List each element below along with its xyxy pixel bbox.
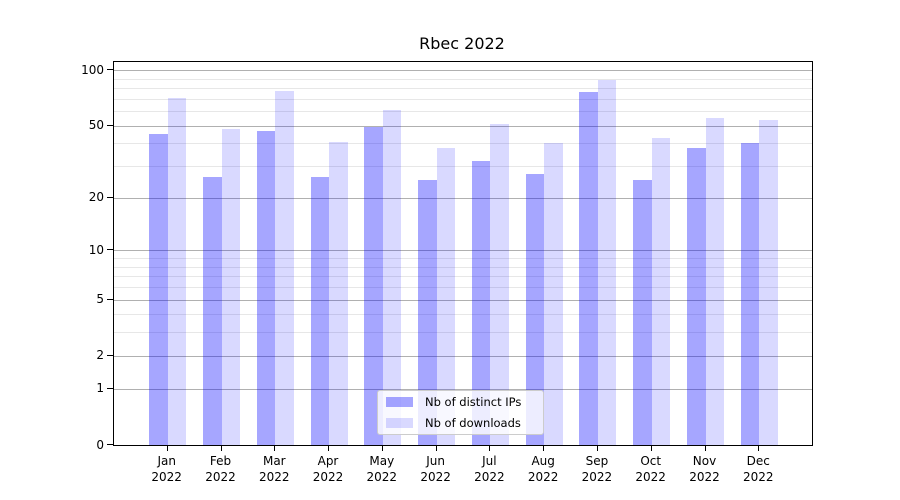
bar-downloads-oct [651, 137, 671, 445]
x-tick-jan [166, 445, 168, 451]
y-tick-20 [107, 196, 113, 198]
x-tick-label-aug: Aug 2022 [527, 454, 559, 484]
x-tick-label-jan: Jan 2022 [151, 454, 182, 484]
bar-downloads-jun [436, 147, 456, 445]
x-tick-label-dec: Dec 2022 [743, 454, 774, 484]
gridline-minor-3 [114, 332, 812, 334]
bar-ips-sep [579, 92, 598, 445]
x-tick-mar [274, 445, 276, 451]
x-tick-may [381, 445, 383, 451]
y-tick-10 [107, 249, 113, 251]
x-tick-nov [704, 445, 706, 451]
legend-label-distinct-ips: Nb of distinct IPs [425, 395, 522, 409]
gridline-major-100 [114, 70, 812, 72]
legend-swatch-distinct-ips [386, 397, 413, 407]
gridline-minor-8 [114, 266, 812, 268]
x-tick-label-sep: Sep 2022 [581, 454, 613, 484]
bar-ips-may [364, 127, 383, 445]
y-tick-label-50: 50 [88, 118, 104, 133]
bar-ips-apr [310, 177, 329, 445]
x-tick-label-oct: Oct 2022 [635, 454, 666, 484]
gridline-minor-4 [114, 314, 812, 316]
bar-downloads-may [382, 109, 402, 445]
gridline-major-1 [114, 388, 812, 390]
x-tick-feb [220, 445, 222, 451]
bar-downloads-jan [167, 97, 187, 445]
bar-downloads-nov [705, 118, 724, 445]
x-tick-label-mar: Mar 2022 [259, 454, 290, 484]
gridline-major-50 [114, 125, 812, 127]
gridline-major-5 [114, 299, 812, 301]
bar-ips-dec [740, 143, 760, 445]
x-tick-label-jul: Jul 2022 [474, 454, 505, 484]
x-tick-jul [489, 445, 491, 451]
bar-ips-jun [418, 180, 437, 445]
gridline-minor-7 [114, 276, 812, 278]
legend: Nb of distinct IPs Nb of downloads [377, 390, 544, 435]
legend-swatch-downloads [386, 418, 413, 428]
bar-downloads-aug [544, 143, 563, 445]
chart-title: Rbec 2022 [419, 34, 505, 53]
y-tick-label-10: 10 [88, 242, 104, 257]
bar-downloads-dec [759, 119, 778, 445]
plot-area [113, 61, 813, 446]
gridline-major-2 [114, 355, 812, 357]
y-tick-label-1: 1 [96, 381, 104, 396]
gridline-minor-6 [114, 287, 812, 288]
y-tick-100 [107, 69, 113, 71]
y-tick-2 [107, 354, 113, 356]
y-tick-label-20: 20 [88, 190, 104, 205]
y-tick-label-100: 100 [81, 62, 104, 77]
gridline-minor-80 [114, 88, 812, 90]
gridline-minor-70 [114, 98, 812, 100]
gridline-minor-60 [114, 111, 812, 113]
x-tick-label-jun: Jun 2022 [420, 454, 451, 484]
bar-ips-jan [149, 134, 168, 445]
y-tick-label-5: 5 [96, 292, 104, 306]
legend-label-downloads: Nb of downloads [425, 416, 521, 430]
x-tick-label-nov: Nov 2022 [689, 454, 720, 484]
x-tick-apr [328, 445, 329, 451]
bar-ips-mar [256, 130, 276, 445]
x-tick-jun [435, 445, 437, 451]
x-tick-oct [650, 445, 652, 451]
bar-ips-oct [633, 180, 652, 445]
legend-item-distinct-ips: Nb of distinct IPs [386, 394, 543, 411]
bar-ips-jul [471, 161, 491, 445]
bar-downloads-feb [221, 128, 240, 445]
y-tick-50 [107, 124, 113, 126]
y-tick-0 [107, 444, 113, 445]
y-tick-1 [107, 387, 113, 389]
bar-ips-nov [687, 147, 706, 445]
x-tick-dec [758, 445, 760, 451]
bar-ips-aug [525, 174, 545, 445]
gridline-minor-9 [114, 258, 812, 259]
bar-ips-feb [203, 177, 222, 445]
legend-item-downloads: Nb of downloads [386, 415, 543, 432]
y-tick-label-0: 0 [96, 437, 104, 452]
x-tick-label-apr: Apr 2022 [312, 454, 344, 484]
gridline-minor-40 [114, 143, 812, 145]
gridline-major-20 [114, 197, 812, 199]
y-tick-label-2: 2 [96, 348, 104, 363]
x-tick-label-feb: Feb 2022 [205, 454, 236, 484]
x-tick-label-may: May 2022 [366, 454, 398, 484]
bar-downloads-mar [275, 91, 294, 445]
gridline-major-10 [114, 250, 812, 252]
bar-downloads-apr [329, 141, 348, 445]
bar-downloads-jul [490, 124, 509, 445]
x-tick-sep [596, 445, 598, 451]
y-tick-5 [107, 298, 113, 300]
x-tick-aug [543, 445, 545, 451]
bar-downloads-sep [597, 79, 617, 445]
gridline-minor-30 [114, 166, 812, 168]
gridline-minor-90 [114, 78, 812, 80]
